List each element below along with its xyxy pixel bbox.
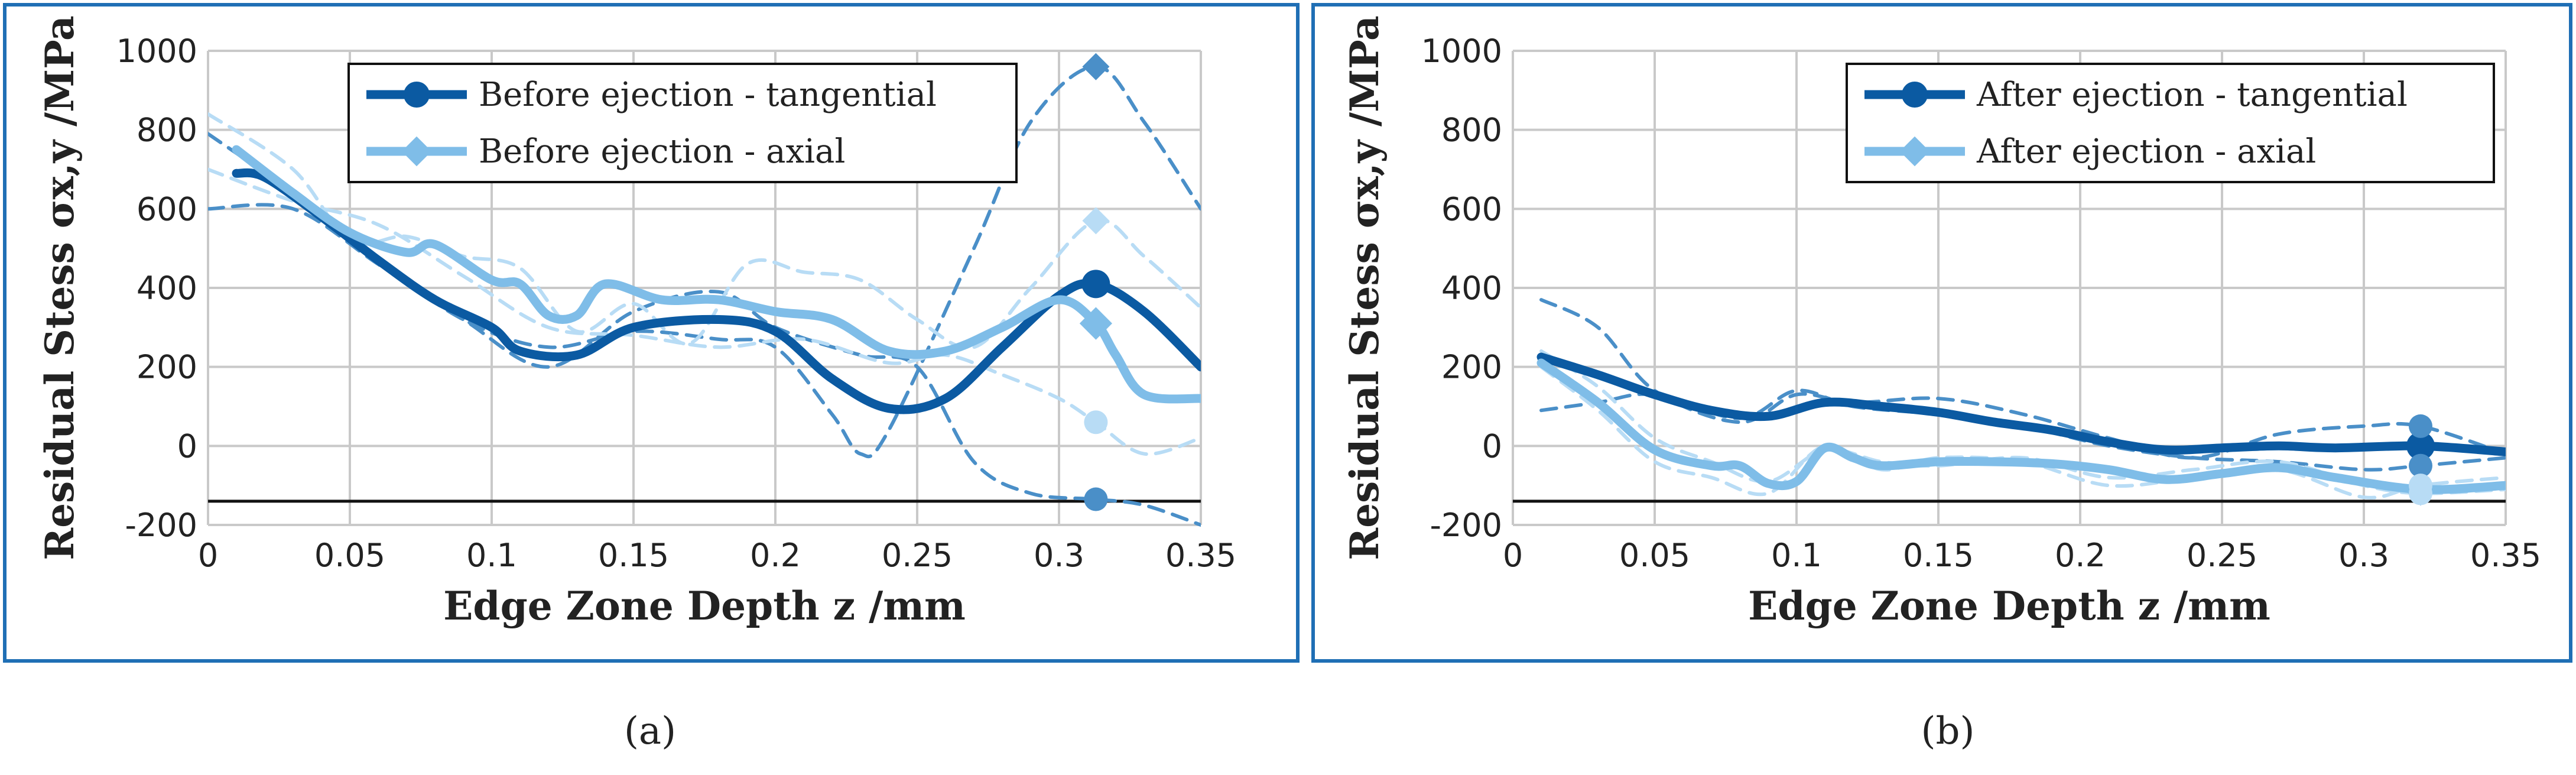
data-point-marker bbox=[2409, 453, 2432, 478]
legend-swatch-marker bbox=[1902, 82, 1928, 108]
data-point-marker bbox=[1079, 307, 1112, 340]
y-tick-label: 1000 bbox=[1421, 33, 1502, 70]
x-tick-label: 0.3 bbox=[2338, 537, 2389, 574]
y-tick-label: 400 bbox=[1441, 270, 1502, 307]
y-tick-label: -200 bbox=[125, 507, 197, 544]
scatter-band-line bbox=[208, 167, 1201, 456]
legend-label: After ejection - tangential bbox=[1976, 76, 2408, 114]
y-axis-label: Residual Stess σx,y /MPa bbox=[1341, 15, 1388, 560]
x-axis-label: Edge Zone Depth z /mm bbox=[443, 583, 966, 629]
x-tick-label: 0.3 bbox=[1034, 537, 1084, 574]
chart-panel-a: 0 0.05 0.1 0.15 0.2 0.25 0.3 0.35-2000200400600… bbox=[3, 3, 1300, 753]
panel-caption-letter: (a) bbox=[624, 709, 676, 753]
legend-swatch-marker bbox=[404, 82, 430, 108]
data-point-marker bbox=[1082, 53, 1110, 80]
y-tick-label: 600 bbox=[1441, 190, 1502, 228]
legend-box bbox=[347, 63, 1018, 183]
legend-box bbox=[1846, 63, 2495, 183]
series-line bbox=[232, 145, 1201, 404]
data-point-marker bbox=[1084, 487, 1108, 511]
x-tick-label: 0.1 bbox=[1771, 537, 1822, 574]
x-tick-label: 0.15 bbox=[1903, 537, 1974, 574]
legend-label: Before ejection - axial bbox=[479, 132, 845, 171]
x-tick-label: 0.1 bbox=[466, 537, 517, 574]
series-line bbox=[1536, 358, 2506, 494]
y-tick-label: 0 bbox=[177, 427, 197, 465]
legend-label: Before ejection - tangential bbox=[479, 76, 937, 114]
x-tick-label: 0 bbox=[1503, 537, 1523, 574]
y-tick-label: -200 bbox=[1430, 507, 1502, 544]
x-tick-label: 0.35 bbox=[1165, 537, 1236, 574]
x-tick-label: 0.15 bbox=[598, 537, 669, 574]
legend: Before ejection - tangential Before eject… bbox=[347, 63, 1018, 183]
y-tick-label: 200 bbox=[137, 349, 197, 386]
data-point-marker bbox=[2409, 414, 2432, 438]
y-tick-label: 200 bbox=[1441, 349, 1502, 386]
y-tick-label: 800 bbox=[1441, 112, 1502, 149]
y-tick-label: 1000 bbox=[116, 33, 197, 70]
series-group bbox=[208, 53, 1201, 527]
y-tick-label: 400 bbox=[137, 270, 197, 307]
legend-swatch-marker bbox=[1899, 136, 1930, 167]
series-line bbox=[1536, 352, 2506, 456]
x-tick-label: 0 bbox=[198, 537, 218, 574]
data-point-marker bbox=[1084, 410, 1108, 434]
x-tick-label: 0.2 bbox=[2055, 537, 2106, 574]
y-tick-label: 800 bbox=[137, 112, 197, 149]
panel-caption-letter: (b) bbox=[1921, 709, 1975, 753]
x-tick-label: 0.05 bbox=[314, 537, 385, 574]
data-point-marker bbox=[2409, 481, 2432, 505]
y-axis-label: Residual Stess σx,y /MPa bbox=[37, 15, 83, 560]
x-tick-label: 0.25 bbox=[2187, 537, 2257, 574]
y-tick-label: 0 bbox=[1482, 427, 1502, 465]
x-tick-label: 0.2 bbox=[750, 537, 801, 574]
scatter-band-line bbox=[208, 112, 1201, 350]
legend: After ejection - tangential After ejectio… bbox=[1846, 63, 2495, 183]
y-tick-label: 600 bbox=[137, 190, 197, 228]
series-group bbox=[1536, 298, 2506, 506]
x-tick-label: 0.05 bbox=[1619, 537, 1690, 574]
chart-panel-b: 0 0.05 0.1 0.15 0.2 0.25 0.3 0.35-2000200400600… bbox=[1311, 3, 2572, 753]
data-point-marker bbox=[1082, 207, 1110, 235]
x-tick-label: 0.25 bbox=[882, 537, 953, 574]
data-point-marker bbox=[2406, 432, 2435, 461]
legend-swatch-marker bbox=[401, 136, 432, 167]
x-tick-label: 0.35 bbox=[2470, 537, 2541, 574]
legend-label: After ejection - axial bbox=[1976, 132, 2316, 171]
data-point-marker bbox=[1081, 270, 1110, 299]
x-axis-label: Edge Zone Depth z /mm bbox=[1748, 583, 2270, 629]
